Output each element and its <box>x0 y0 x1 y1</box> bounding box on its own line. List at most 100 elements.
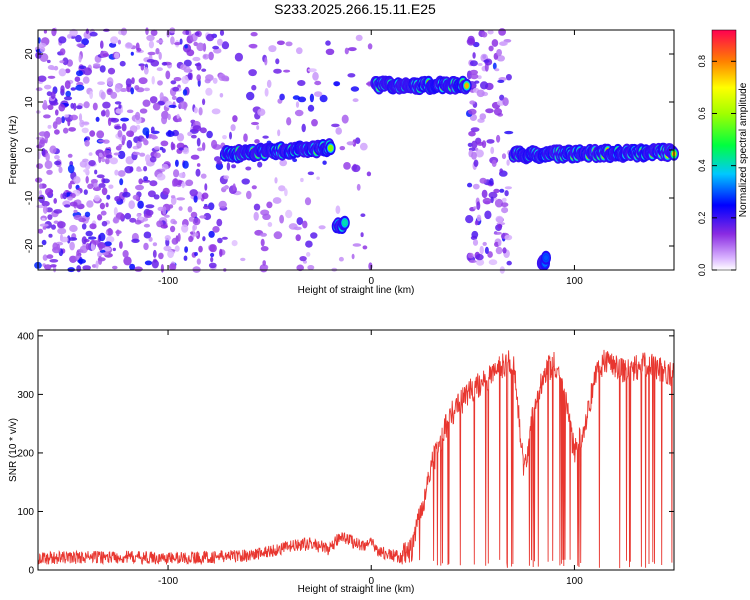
noise-speck <box>58 166 63 174</box>
noise-speck <box>471 151 477 160</box>
noise-speck <box>494 68 500 72</box>
noise-speck <box>46 91 52 97</box>
noise-speck <box>504 130 514 135</box>
y-tick-label: 0 <box>28 566 34 577</box>
noise-speck <box>38 131 47 137</box>
noise-speck <box>67 196 73 201</box>
noise-speck <box>82 158 89 163</box>
noise-speck <box>39 53 49 62</box>
noise-speck <box>117 170 126 177</box>
noise-speck <box>139 108 148 114</box>
noise-speck <box>468 130 476 137</box>
noise-speck <box>119 241 123 249</box>
noise-speck <box>482 197 492 205</box>
noise-speck <box>506 159 510 166</box>
noise-speck <box>208 262 217 269</box>
noise-speck <box>499 41 508 46</box>
noise-speck <box>216 160 223 165</box>
noise-speck <box>202 98 206 106</box>
noise-speck <box>359 142 368 151</box>
spectrogram-y-axis: -20 -10 0 10 20 <box>24 48 674 253</box>
noise-speck <box>86 200 94 208</box>
noise-speck <box>38 183 43 190</box>
noise-speck <box>325 48 335 55</box>
noise-speck <box>82 76 90 84</box>
noise-speck <box>172 178 179 187</box>
noise-speck <box>222 185 229 190</box>
noise-speck <box>172 86 180 92</box>
noise-speck <box>130 51 134 56</box>
noise-speck <box>145 154 151 163</box>
noise-speck <box>174 42 181 46</box>
noise-speck <box>123 256 132 266</box>
noise-speck <box>67 164 75 174</box>
noise-speck <box>63 96 73 101</box>
noise-speck <box>272 197 282 204</box>
noise-speck <box>310 232 318 239</box>
noise-speck <box>53 209 63 214</box>
noise-speck <box>140 64 145 71</box>
noise-speck <box>76 43 85 48</box>
colorbar-tick-label: 0.0 <box>697 264 707 277</box>
noise-speck <box>172 143 176 150</box>
noise-speck <box>343 162 351 170</box>
noise-speck <box>495 246 503 255</box>
noise-speck <box>89 90 93 100</box>
noise-speck <box>117 150 126 160</box>
noise-speck <box>118 104 122 109</box>
noise-speck <box>141 138 147 142</box>
noise-speck <box>356 183 361 191</box>
noise-speck <box>149 96 158 104</box>
noise-speck <box>202 205 211 210</box>
snr-frame <box>37 329 675 571</box>
noise-speck <box>208 51 214 61</box>
noise-speck <box>314 80 322 86</box>
noise-speck <box>87 183 94 190</box>
noise-speck <box>506 260 512 266</box>
noise-speck <box>196 62 202 71</box>
noise-speck <box>124 212 132 220</box>
noise-speck <box>105 154 113 159</box>
noise-speck <box>50 91 56 99</box>
noise-speck <box>493 108 502 116</box>
noise-speck <box>137 200 144 209</box>
noise-speck <box>51 27 57 37</box>
noise-speck <box>38 194 45 204</box>
noise-speck <box>477 75 482 80</box>
noise-speck <box>476 201 481 211</box>
noise-speck <box>176 113 180 120</box>
noise-speck <box>339 146 346 151</box>
noise-speck <box>325 40 331 46</box>
noise-speck <box>179 38 183 45</box>
noise-speck <box>69 201 78 207</box>
noise-speck <box>73 102 77 111</box>
noise-speck <box>367 43 373 50</box>
noise-speck <box>178 206 183 211</box>
noise-speck <box>504 190 509 197</box>
noise-speck <box>318 225 326 230</box>
noise-speck <box>309 93 314 103</box>
noise-speck <box>99 65 106 73</box>
noise-speck <box>158 252 164 260</box>
noise-speck <box>161 148 166 154</box>
noise-speck <box>468 259 477 263</box>
noise-speck <box>93 194 101 202</box>
noise-speck <box>143 242 149 251</box>
noise-speck <box>469 60 478 67</box>
noise-speck <box>253 211 259 221</box>
band-blob-0 <box>328 145 333 151</box>
noise-speck <box>279 214 284 224</box>
noise-speck <box>152 249 157 258</box>
noise-speck <box>472 52 476 59</box>
noise-speck <box>470 235 478 240</box>
noise-speck <box>70 114 78 121</box>
noise-speck <box>234 52 243 62</box>
noise-speck <box>251 84 257 91</box>
noise-speck <box>42 254 48 261</box>
noise-speck <box>501 207 509 214</box>
noise-speck <box>101 158 106 163</box>
noise-speck <box>294 109 304 117</box>
noise-speck <box>338 256 344 262</box>
noise-speck <box>130 87 134 95</box>
noise-speck <box>496 49 502 57</box>
